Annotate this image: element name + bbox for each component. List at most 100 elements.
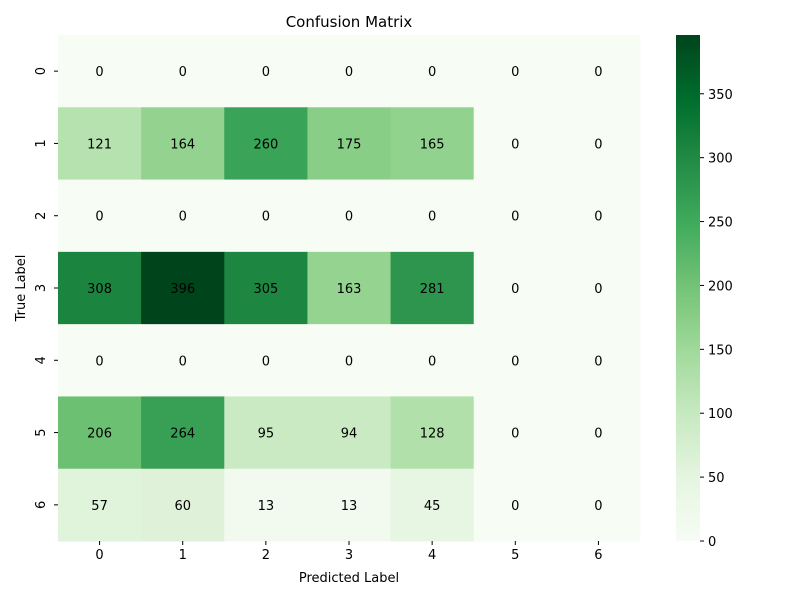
heatmap-cell [58,468,142,542]
colorbar-tick-label: 250 [708,216,733,231]
y-tick-label: 2 [34,212,49,220]
colorbar-tick-label: 100 [708,407,733,422]
heatmap-cell [390,107,475,181]
cell-value-label: 0 [262,210,270,225]
cell-value-label: 0 [428,354,436,369]
heatmap-cell [58,179,142,253]
cell-value-label: 13 [258,499,275,514]
heatmap-cell [307,396,392,470]
colorbar-tick-label: 50 [708,471,725,486]
heatmap-cell [58,107,142,181]
cell-value-label: 165 [420,137,445,152]
cell-value-label: 308 [87,282,112,297]
heatmap-cell [141,324,225,397]
cell-value-label: 0 [262,65,270,80]
heatmap-cell [307,179,392,253]
y-tick-label: 4 [34,356,49,364]
heatmap-cell [224,107,308,181]
cell-value-label: 260 [253,137,278,152]
heatmap-cell [473,107,558,181]
y-axis-label: True Label [14,255,29,323]
heatmap-cell [224,324,308,397]
cell-value-label: 128 [420,427,445,442]
cell-value-label: 164 [170,137,195,152]
cell-value-label: 0 [594,354,602,369]
y-tick-label: 5 [34,428,49,436]
colorbar-tick-label: 200 [708,279,733,294]
heatmap-cell-labels: 0 0 0 0 0 0 0 121 164 260 175 165 0 0 0 0 0 0 0 0 0 308 396 305… [87,65,602,514]
heatmap-cell [390,179,475,253]
colorbar-tick-label: 300 [708,152,733,167]
cell-value-label: 0 [345,354,353,369]
heatmap-cell [390,35,475,108]
cell-value-label: 0 [511,282,519,297]
heatmap-cell [224,179,308,253]
cell-value-label: 0 [95,210,103,225]
y-tick-label: 0 [34,67,49,75]
heatmap-cell [307,468,392,542]
heatmap-cell [556,35,641,108]
x-tick-label: 4 [428,548,436,563]
cell-value-label: 0 [511,354,519,369]
heatmap-cell [307,107,392,181]
heatmap-cell [556,324,641,397]
cell-value-label: 0 [95,354,103,369]
heatmap-cell [307,35,392,108]
heatmap-cell [141,179,225,253]
cell-value-label: 0 [511,65,519,80]
heatmap-cell [141,35,225,108]
x-tick-label: 5 [511,548,519,563]
cell-value-label: 0 [179,65,187,80]
heatmap-cell [473,324,558,397]
colorbar-tick-label: 150 [708,343,733,358]
heatmap-cell [473,179,558,253]
cell-value-label: 0 [594,282,602,297]
heatmap-cell [390,396,475,470]
x-tick-label: 2 [262,548,270,563]
cell-value-label: 57 [91,499,108,514]
heatmap-cell [556,251,641,325]
heatmap-cell [473,35,558,108]
y-tick-label: 3 [34,284,49,292]
cell-value-label: 13 [341,499,358,514]
cell-value-label: 281 [420,282,445,297]
x-tick-label: 0 [95,548,103,563]
cell-value-label: 264 [170,427,195,442]
cell-value-label: 0 [345,65,353,80]
cell-value-label: 0 [594,427,602,442]
heatmap-cell [224,35,308,108]
cell-value-label: 95 [258,427,275,442]
cell-value-label: 175 [337,137,362,152]
y-tick-label: 1 [34,139,49,147]
heatmap-cell [58,251,142,325]
cell-value-label: 60 [174,499,191,514]
colorbar-tick-label: 0 [708,535,716,550]
heatmap-cell [390,468,475,542]
cell-value-label: 0 [594,210,602,225]
colorbar-tick-label: 350 [708,88,733,103]
cell-value-label: 0 [511,137,519,152]
cell-value-label: 0 [511,427,519,442]
heatmap-cell [307,251,392,325]
heatmap-cell [473,468,558,542]
cell-value-label: 45 [424,499,441,514]
cell-value-label: 206 [87,427,112,442]
heatmap-cell [556,107,641,181]
cell-value-label: 0 [594,137,602,152]
cell-value-label: 0 [345,210,353,225]
cell-value-label: 0 [594,65,602,80]
heatmap-cell [141,468,225,542]
x-tick-label: 6 [594,548,602,563]
chart-title: Confusion Matrix [286,13,413,31]
heatmap-cell [556,468,641,542]
cell-value-label: 0 [428,210,436,225]
heatmap-cell [224,251,308,325]
heatmap-cell [58,396,142,470]
cell-value-label: 0 [428,65,436,80]
y-axis: 0 1 2 3 4 5 6 [34,67,58,509]
cell-value-label: 0 [95,65,103,80]
y-tick-label: 6 [34,501,49,509]
heatmap-cell [58,324,142,397]
cell-value-label: 0 [511,499,519,514]
